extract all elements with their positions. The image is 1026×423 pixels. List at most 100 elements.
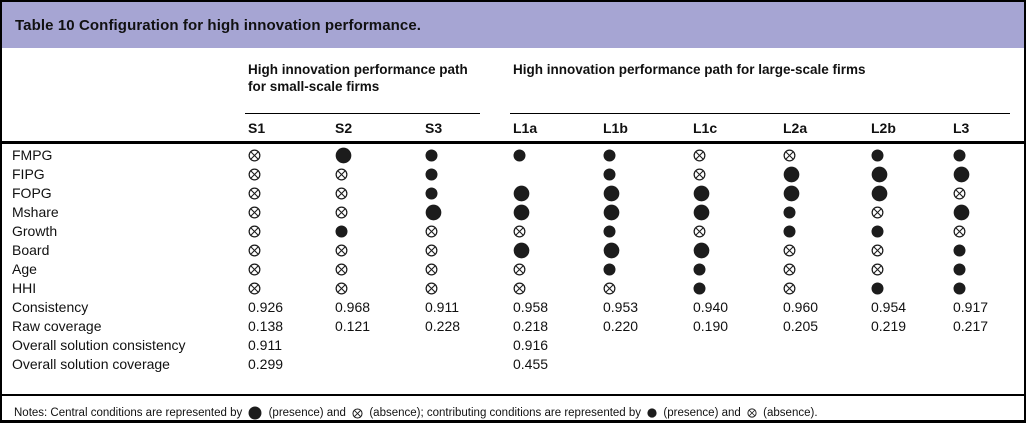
symbol-cell-fopg-l1b [600, 184, 690, 203]
contributing-presence-icon [603, 168, 616, 181]
value-cell-s1: 0.138 [248, 318, 284, 334]
notes-text: (presence) and [265, 407, 350, 419]
column-header-s3: S3 [425, 120, 443, 136]
contributing-presence-icon [425, 149, 438, 162]
value-cell-l3: 0.917 [953, 299, 989, 315]
contributing-absence-icon [513, 282, 526, 295]
symbol-cell-age-s3 [422, 260, 510, 279]
symbol-cell-board-s2 [332, 241, 422, 260]
contributing-absence-icon [871, 206, 884, 219]
symbol-cell-board-s3 [422, 241, 510, 260]
value-cell-l2b [868, 336, 950, 355]
symbol-cell-mshare-l3 [950, 203, 1024, 222]
column-group-row: High innovation performance path for sma… [2, 61, 1024, 114]
contributing-absence-icon [953, 225, 966, 238]
contributing-absence-icon [335, 206, 348, 219]
central-presence-icon [783, 166, 800, 183]
symbol-cell-fmpg-l1b [600, 146, 690, 165]
central-presence-icon [693, 204, 710, 221]
symbol-cell-fopg-s2 [332, 184, 422, 203]
value-cell-s3: 0.228 [425, 318, 461, 334]
symbol-cell-fopg-s3 [422, 184, 510, 203]
central-presence-icon [425, 204, 442, 221]
column-group-large-scale: High innovation performance path for lar… [510, 61, 1010, 114]
symbol-cell-hhi-l2b [868, 279, 950, 298]
symbol-cell-mshare-s3 [422, 203, 510, 222]
value-cell-l2b: 0.219 [871, 318, 907, 334]
symbol-cell-fmpg-l1c [690, 146, 780, 165]
condition-row-fmpg: FMPG [2, 146, 1024, 165]
row-label: HHI [12, 280, 37, 296]
value-cell-l1c [690, 336, 780, 355]
contributing-absence-icon [248, 282, 261, 295]
contributing-presence-icon [603, 263, 616, 276]
contributing-absence-icon [335, 282, 348, 295]
value-cell-l2a [780, 336, 868, 355]
symbol-cell-hhi-l1c [690, 279, 780, 298]
contributing-presence-icon [693, 263, 706, 276]
symbol-cell-mshare-s2 [332, 203, 422, 222]
condition-row-growth: Growth [2, 222, 1024, 241]
central-presence-icon [603, 204, 620, 221]
value-cell-s3: 0.911 [425, 299, 459, 315]
condition-row-mshare: Mshare [2, 203, 1024, 222]
row-label: FMPG [12, 147, 53, 163]
symbol-cell-fipg-s1 [245, 165, 332, 184]
value-cell-l2a: 0.960 [783, 299, 819, 315]
value-cell-s2: 0.121 [335, 318, 371, 334]
symbol-cell-hhi-s3 [422, 279, 510, 298]
symbol-cell-board-l1c [690, 241, 780, 260]
value-cell-s1: 0.911 [248, 337, 282, 353]
contributing-absence-icon [335, 244, 348, 257]
symbol-cell-fipg-s2 [332, 165, 422, 184]
symbol-cell-growth-l1b [600, 222, 690, 241]
central-presence-icon [953, 204, 970, 221]
value-cell-s3 [422, 336, 510, 355]
contributing-presence-icon [603, 225, 616, 238]
value-cell-l1b [600, 355, 690, 374]
symbol-cell-fmpg-l1a [510, 146, 600, 165]
value-cell-l2b: 0.954 [871, 299, 907, 315]
value-cell-l3 [950, 336, 1024, 355]
column-group-small-scale: High innovation performance path for sma… [245, 61, 480, 114]
column-letters-row: S1 S2 S3 L1a L1b L1c L2a L2b L3 [2, 114, 1024, 141]
value-cell-l1a: 0.455 [513, 356, 549, 372]
symbol-cell-hhi-s1 [245, 279, 332, 298]
symbol-cell-board-l2a [780, 241, 868, 260]
value-cell-l3: 0.217 [953, 318, 989, 334]
symbol-cell-mshare-l1b [600, 203, 690, 222]
notes-text: Notes: Central conditions are represente… [14, 407, 246, 419]
symbol-cell-fmpg-l2a [780, 146, 868, 165]
spacer [2, 374, 1024, 394]
row-label: Growth [12, 223, 58, 239]
symbol-cell-mshare-s1 [245, 203, 332, 222]
contributing-absence-icon [248, 263, 261, 276]
central-presence-icon [513, 204, 530, 221]
stat-row: Consistency 0.926 0.968 0.911 0.958 0.953 0.94… [2, 298, 1024, 317]
value-cell-l2b [868, 355, 950, 374]
column-header-l1a: L1a [513, 120, 538, 136]
symbol-cell-age-s1 [245, 260, 332, 279]
symbol-cell-fopg-l3 [950, 184, 1024, 203]
value-cell-l1c [690, 355, 780, 374]
column-header-l3: L3 [953, 120, 970, 136]
symbol-cell-age-l2b [868, 260, 950, 279]
symbol-cell-fmpg-s1 [245, 146, 332, 165]
contributing-absence-icon [783, 149, 796, 162]
contributing-absence-icon [871, 244, 884, 257]
symbol-cell-fipg-l1a [510, 165, 600, 184]
symbol-cell-fopg-l2a [780, 184, 868, 203]
contributing-absence-icon [783, 244, 796, 257]
column-header-l1c: L1c [693, 120, 718, 136]
symbol-cell-age-s2 [332, 260, 422, 279]
contributing-absence-icon [783, 282, 796, 295]
notes-text: (absence). [759, 407, 818, 419]
contributing-presence-icon [693, 282, 706, 295]
central-presence-icon [693, 242, 710, 259]
table-body: FMPG FIPG FOPG Mshare Growth Board Age HHI Consi… [2, 144, 1024, 374]
column-header-s2: S2 [335, 120, 353, 136]
symbol-cell-mshare-l2b [868, 203, 950, 222]
value-cell-l1b [600, 336, 690, 355]
notes-text: (absence); contributing conditions are r… [366, 407, 645, 419]
